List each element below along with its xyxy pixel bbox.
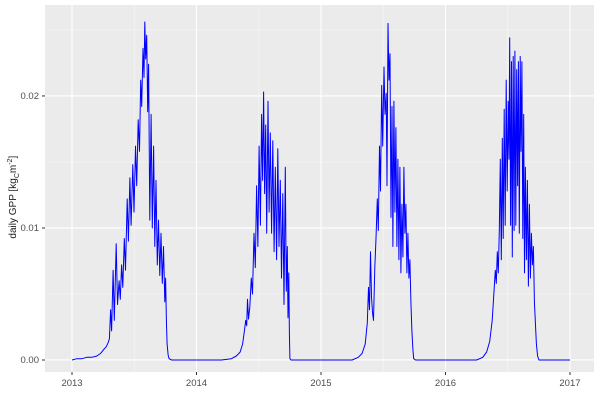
y-tick-label: 0.01 bbox=[21, 223, 40, 234]
x-tick-label: 2016 bbox=[435, 378, 456, 389]
y-tick-label: 0.00 bbox=[21, 355, 40, 366]
x-tick-label: 2013 bbox=[61, 378, 82, 389]
x-tick-label: 2015 bbox=[310, 378, 331, 389]
x-tick-label: 2017 bbox=[559, 378, 580, 389]
y-tick-label: 0.02 bbox=[21, 91, 40, 102]
gpp-line bbox=[71, 21, 570, 361]
x-tick-label: 2014 bbox=[186, 378, 207, 389]
